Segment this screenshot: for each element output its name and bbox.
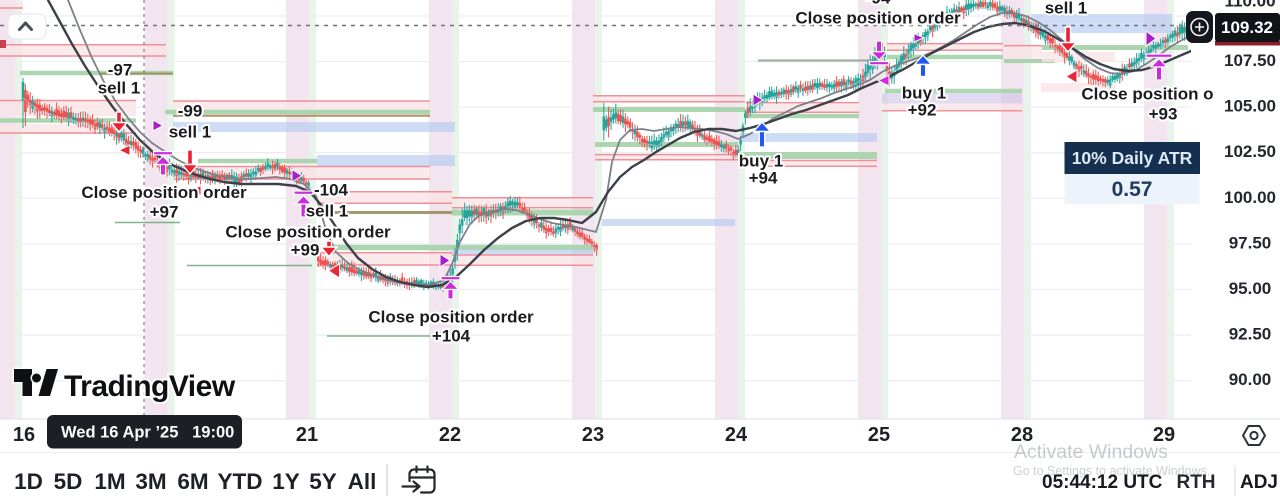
- svg-text:29: 29: [1153, 424, 1175, 446]
- svg-text:105.00: 105.00: [1224, 96, 1276, 115]
- svg-text:Close position order: Close position order: [368, 307, 534, 326]
- svg-text:RTH: RTH: [1176, 472, 1215, 493]
- svg-text:sell 1: sell 1: [169, 122, 212, 141]
- svg-text:buy 1: buy 1: [902, 83, 946, 102]
- svg-text:Close position order: Close position order: [225, 222, 391, 241]
- svg-text:All: All: [348, 469, 377, 494]
- svg-text:+92: +92: [908, 100, 937, 119]
- svg-text:3M: 3M: [135, 469, 166, 494]
- svg-text:5Y: 5Y: [309, 469, 337, 494]
- svg-text:109.32: 109.32: [1221, 18, 1273, 37]
- svg-text:-104: -104: [314, 180, 349, 199]
- svg-text:buy 1: buy 1: [739, 151, 783, 170]
- svg-text:16: 16: [13, 424, 35, 446]
- svg-text:-99: -99: [178, 101, 203, 120]
- svg-text:100.00: 100.00: [1224, 188, 1276, 207]
- svg-text:sell 1: sell 1: [306, 201, 349, 220]
- svg-text:1D: 1D: [14, 469, 43, 494]
- svg-text:97.50: 97.50: [1229, 233, 1272, 252]
- svg-text:Wed 16 Apr ’25 19:00: Wed 16 Apr ’25 19:00: [61, 423, 234, 441]
- svg-text:21: 21: [296, 424, 318, 446]
- svg-text:22: 22: [439, 424, 461, 446]
- svg-text:ADJ: ADJ: [1240, 472, 1278, 493]
- svg-text:95.00: 95.00: [1229, 279, 1272, 298]
- svg-text:102.50: 102.50: [1224, 142, 1276, 161]
- svg-text:Activate Windows: Activate Windows: [1014, 441, 1168, 463]
- svg-text:23: 23: [582, 424, 604, 446]
- svg-text:Close position order: Close position order: [795, 8, 961, 27]
- svg-text:107.50: 107.50: [1224, 51, 1276, 70]
- svg-text:sell 1: sell 1: [1045, 0, 1088, 17]
- svg-text:-94: -94: [866, 0, 891, 7]
- svg-text:25: 25: [868, 424, 890, 446]
- svg-text:24: 24: [725, 424, 748, 446]
- svg-text:10% Daily ATR: 10% Daily ATR: [1072, 148, 1193, 168]
- svg-text:-97: -97: [108, 60, 133, 79]
- svg-text:+97: +97: [150, 202, 179, 221]
- svg-text:+104: +104: [432, 326, 471, 345]
- svg-text:28: 28: [1011, 424, 1033, 446]
- svg-text:110.00: 110.00: [1224, 0, 1275, 10]
- svg-text:05:44:12 UTC: 05:44:12 UTC: [1042, 472, 1163, 493]
- svg-text:Close position order: Close position order: [81, 183, 247, 202]
- svg-text:1Y: 1Y: [272, 469, 300, 494]
- svg-text:+93: +93: [1149, 104, 1178, 123]
- svg-text:5D: 5D: [54, 469, 83, 494]
- svg-text:Go to Settings to activate Win: Go to Settings to activate Windows.: [1013, 464, 1210, 478]
- svg-text:sell 1: sell 1: [98, 78, 141, 97]
- svg-text:+94: +94: [749, 168, 778, 187]
- svg-text:YTD: YTD: [218, 469, 263, 494]
- svg-text:+99: +99: [291, 240, 320, 259]
- svg-text:0.57: 0.57: [1112, 178, 1153, 201]
- svg-text:6M: 6M: [177, 469, 208, 494]
- svg-text:Close position order: Close position order: [1081, 84, 1247, 103]
- svg-text:90.00: 90.00: [1229, 370, 1272, 389]
- svg-text:1M: 1M: [94, 469, 125, 494]
- svg-text:92.50: 92.50: [1229, 325, 1272, 344]
- svg-text:TradingView: TradingView: [64, 370, 236, 403]
